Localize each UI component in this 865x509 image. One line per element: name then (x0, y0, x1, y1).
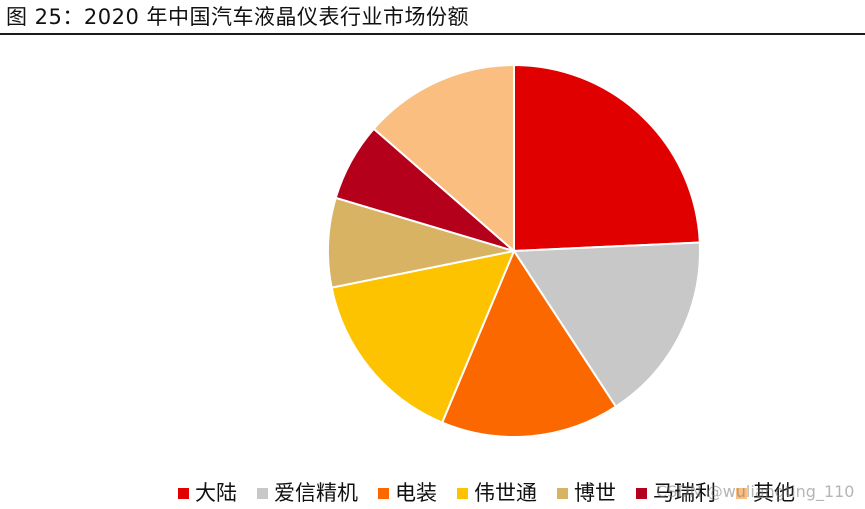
pie-slice-1 (513, 63, 701, 253)
legend-swatch (257, 487, 268, 499)
legend-label: 其他 (753, 481, 795, 505)
legend-label: 电装 (395, 481, 437, 505)
legend-item-1: 大陆 (178, 480, 237, 506)
legend-label: 大陆 (195, 481, 237, 505)
legend-swatch (557, 487, 568, 499)
legend-label: 爱信精机 (274, 481, 358, 505)
legend-item-2: 爱信精机 (257, 480, 358, 506)
figure-title: 图 25：2020 年中国汽车液晶仪表行业市场份额 (6, 5, 470, 29)
legend-item-5: 博世 (557, 480, 616, 506)
legend-label: 马瑞利 (653, 481, 716, 505)
legend-label: 博世 (574, 481, 616, 505)
pie-slice-7 (372, 63, 515, 254)
legend-swatch (636, 487, 647, 499)
legend-item-4: 伟世通 (457, 480, 537, 506)
legend-swatch (378, 487, 389, 499)
legend-swatch (736, 487, 747, 499)
watermark: CSDN @wuliangting_110 (656, 482, 855, 501)
title-divider (0, 33, 865, 35)
legend-label: 伟世通 (474, 481, 537, 505)
legend-swatch (178, 487, 189, 499)
legend-item-7: 其他 (736, 480, 795, 506)
legend-swatch (457, 487, 468, 499)
pie-slice-4 (330, 249, 516, 424)
pie-slice-2 (512, 241, 701, 409)
legend-item-6: 马瑞利 (636, 480, 716, 506)
chart-legend: 大陆 爱信精机 电装 伟世通 博世 马瑞利 其他 (178, 478, 795, 508)
pie-slice-3 (440, 248, 618, 438)
legend-item-3: 电装 (378, 480, 437, 506)
